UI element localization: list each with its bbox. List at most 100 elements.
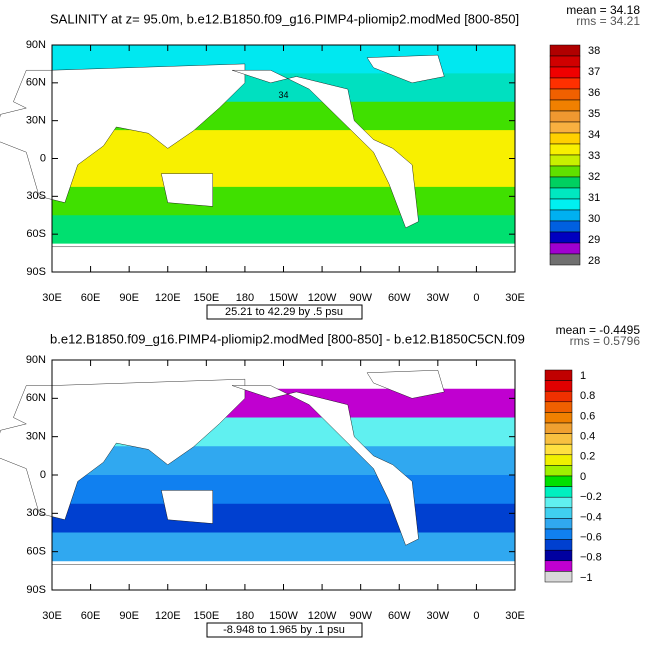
x-tick-label: 150E xyxy=(193,610,219,622)
land xyxy=(0,63,246,203)
colorbar-swatch xyxy=(544,539,573,551)
x-tick-label: 30W xyxy=(427,292,450,304)
x-tick-label: 0 xyxy=(473,610,479,622)
x-tick-label: 120W xyxy=(308,610,337,622)
x-tick-label: 60W xyxy=(388,292,411,304)
colorbar-swatch xyxy=(549,143,581,156)
colorbar-label: 33 xyxy=(588,150,600,162)
colorbar-label: 32 xyxy=(588,171,600,183)
colorbar-swatch xyxy=(549,198,581,211)
colorbar-label: 28 xyxy=(588,255,600,267)
colorbar-label: −0.8 xyxy=(580,552,602,564)
colorbar-label: 35 xyxy=(588,108,600,120)
ocean-band xyxy=(52,475,515,505)
colorbar-label: −1 xyxy=(580,572,593,584)
colorbar-swatch xyxy=(549,132,581,145)
range-note: 25.21 to 42.29 by .5 psu xyxy=(206,304,363,320)
colorbar-swatch xyxy=(549,55,581,68)
colorbar-label: 34 xyxy=(588,129,600,141)
y-tick-label: 90S xyxy=(26,584,46,596)
y-tick-label: 90N xyxy=(26,39,46,51)
land xyxy=(161,490,213,524)
colorbar-swatch xyxy=(549,209,581,222)
colorbar-label: 30 xyxy=(588,213,600,225)
colorbar-swatch xyxy=(544,454,573,466)
x-tick-label: 30W xyxy=(427,610,450,622)
colorbar-swatch xyxy=(549,165,581,178)
range-text: 25.21 to 42.29 by .5 psu xyxy=(225,306,343,318)
colorbar-swatch xyxy=(549,220,581,233)
colorbar-swatch xyxy=(549,88,581,101)
range-box xyxy=(206,622,363,638)
colorbar-swatch xyxy=(544,380,573,392)
colorbar-swatch xyxy=(549,110,581,123)
y-tick-label: 60N xyxy=(26,392,46,404)
y-tick-label: 30S xyxy=(26,190,46,202)
y-tick-label: 30S xyxy=(26,507,46,519)
x-tick-label: 60E xyxy=(81,292,101,304)
y-tick-label: 30N xyxy=(26,115,46,127)
colorbar-label: −0.4 xyxy=(580,511,602,523)
colorbar-swatch xyxy=(544,443,573,456)
colorbar-swatch xyxy=(549,154,581,167)
range-box xyxy=(206,304,363,320)
y-tick-label: 30N xyxy=(26,431,46,443)
x-tick-label: 120W xyxy=(308,292,337,304)
colorbar-swatch xyxy=(549,121,581,134)
x-tick-label: 30E xyxy=(505,610,525,622)
colorbar-swatch xyxy=(549,231,581,244)
rms-label: rms = 34.21 xyxy=(576,14,640,28)
x-tick-label: 30E xyxy=(42,610,62,622)
land xyxy=(231,70,419,229)
y-tick-label: 90S xyxy=(26,266,46,278)
x-tick-label: 180 xyxy=(236,292,254,304)
x-tick-label: 30E xyxy=(505,292,525,304)
x-tick-label: 90E xyxy=(119,610,139,622)
ocean-band xyxy=(52,532,515,562)
colorbar-swatch xyxy=(544,390,573,403)
colorbar-swatch xyxy=(544,528,573,540)
x-tick-label: 30E xyxy=(42,292,62,304)
title: b.e12.B1850.f09_g16.PIMP4-pliomip2.modMe… xyxy=(50,331,525,346)
colorbar-label: 0.8 xyxy=(580,390,595,402)
colorbar-swatch xyxy=(544,507,573,519)
colorbar-label: 1 xyxy=(580,370,586,382)
colorbar-swatch xyxy=(549,77,581,90)
y-tick-label: 0 xyxy=(40,152,46,164)
x-tick-label: 120E xyxy=(155,292,181,304)
land xyxy=(161,173,213,207)
colorbar-label: 0 xyxy=(580,471,586,483)
colorbar-swatch xyxy=(549,176,581,189)
colorbar-swatch xyxy=(544,433,573,445)
land xyxy=(366,370,445,399)
x-tick-label: 150W xyxy=(269,610,298,622)
colorbar-swatch xyxy=(549,66,581,79)
colorbar-label: 0.6 xyxy=(580,410,595,422)
ocean-band xyxy=(52,446,515,476)
ocean-band xyxy=(52,130,515,159)
colorbar-label: 36 xyxy=(588,87,600,99)
y-tick-label: 60S xyxy=(26,546,46,558)
colorbar-swatch xyxy=(544,475,573,487)
colorbar-swatch xyxy=(544,369,573,381)
x-tick-label: 90W xyxy=(349,292,372,304)
x-tick-label: 180 xyxy=(236,610,254,622)
ocean-band xyxy=(52,186,515,216)
ocean-band xyxy=(52,503,515,533)
land xyxy=(366,54,445,84)
y-tick-label: 90N xyxy=(26,354,46,366)
colorbar-swatch xyxy=(544,571,573,583)
colorbar-swatch xyxy=(544,496,573,509)
colorbar-label: 38 xyxy=(588,45,600,57)
colorbar-label: 0.2 xyxy=(580,451,595,463)
colorbar-swatch xyxy=(544,401,573,413)
land xyxy=(231,385,419,546)
mean-label: mean = 34.18 xyxy=(566,3,640,17)
ocean-band xyxy=(52,215,515,245)
colorbar-swatch xyxy=(549,44,581,57)
colorbar-swatch xyxy=(549,187,581,200)
map-panel: SALINITY at z= 95.0m, b.e12.B1850.f09_g1… xyxy=(0,3,640,320)
colorbar-swatch xyxy=(549,253,581,266)
title: SALINITY at z= 95.0m, b.e12.B1850.f09_g1… xyxy=(50,11,519,26)
